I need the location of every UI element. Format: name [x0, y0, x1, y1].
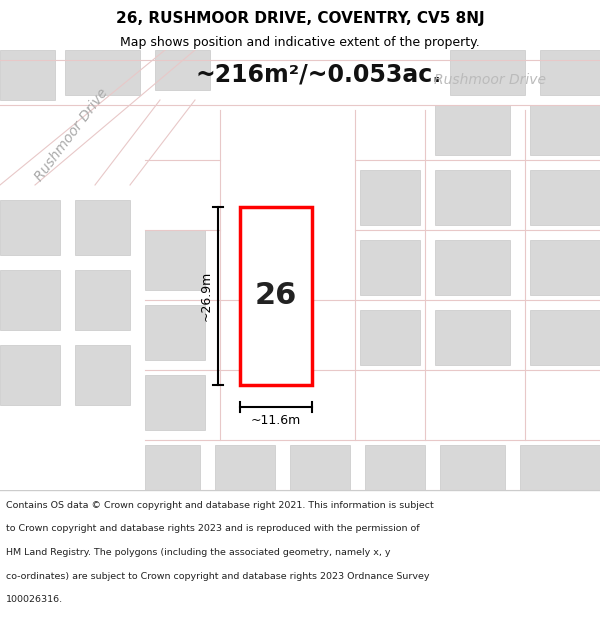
- Text: ~26.9m: ~26.9m: [200, 271, 213, 321]
- Bar: [145, 375, 205, 430]
- Text: Rushmoor Drive: Rushmoor Drive: [434, 73, 546, 87]
- Text: ~216m²/~0.053ac.: ~216m²/~0.053ac.: [195, 63, 441, 87]
- Bar: [240, 207, 312, 385]
- Bar: [435, 170, 510, 225]
- Bar: [440, 445, 505, 490]
- Text: 26: 26: [255, 281, 297, 311]
- Bar: [520, 445, 600, 490]
- Text: 100026316.: 100026316.: [6, 595, 63, 604]
- Bar: [450, 50, 525, 95]
- Bar: [435, 240, 510, 295]
- Bar: [360, 240, 420, 295]
- Bar: [540, 50, 600, 95]
- Bar: [0, 345, 60, 405]
- Bar: [530, 240, 600, 295]
- Text: ~11.6m: ~11.6m: [251, 414, 301, 427]
- Bar: [530, 170, 600, 225]
- Bar: [360, 310, 420, 365]
- Bar: [65, 50, 140, 95]
- Bar: [0, 270, 60, 330]
- Bar: [75, 345, 130, 405]
- Bar: [145, 305, 205, 360]
- Text: Contains OS data © Crown copyright and database right 2021. This information is : Contains OS data © Crown copyright and d…: [6, 501, 434, 510]
- Bar: [435, 310, 510, 365]
- Bar: [0, 50, 55, 100]
- Bar: [290, 445, 350, 490]
- Bar: [145, 230, 205, 290]
- Bar: [0, 200, 60, 255]
- Bar: [530, 310, 600, 365]
- Bar: [530, 105, 600, 155]
- Bar: [145, 445, 200, 490]
- Bar: [360, 170, 420, 225]
- Bar: [155, 50, 210, 90]
- Bar: [215, 445, 275, 490]
- Text: Rushmoor Drive: Rushmoor Drive: [33, 86, 111, 184]
- Bar: [365, 445, 425, 490]
- Text: co-ordinates) are subject to Crown copyright and database rights 2023 Ordnance S: co-ordinates) are subject to Crown copyr…: [6, 572, 430, 581]
- Text: to Crown copyright and database rights 2023 and is reproduced with the permissio: to Crown copyright and database rights 2…: [6, 524, 419, 533]
- Text: 26, RUSHMOOR DRIVE, COVENTRY, CV5 8NJ: 26, RUSHMOOR DRIVE, COVENTRY, CV5 8NJ: [116, 11, 484, 26]
- Text: Map shows position and indicative extent of the property.: Map shows position and indicative extent…: [120, 36, 480, 49]
- Bar: [75, 200, 130, 255]
- Text: HM Land Registry. The polygons (including the associated geometry, namely x, y: HM Land Registry. The polygons (includin…: [6, 548, 391, 557]
- Bar: [435, 105, 510, 155]
- Bar: [75, 270, 130, 330]
